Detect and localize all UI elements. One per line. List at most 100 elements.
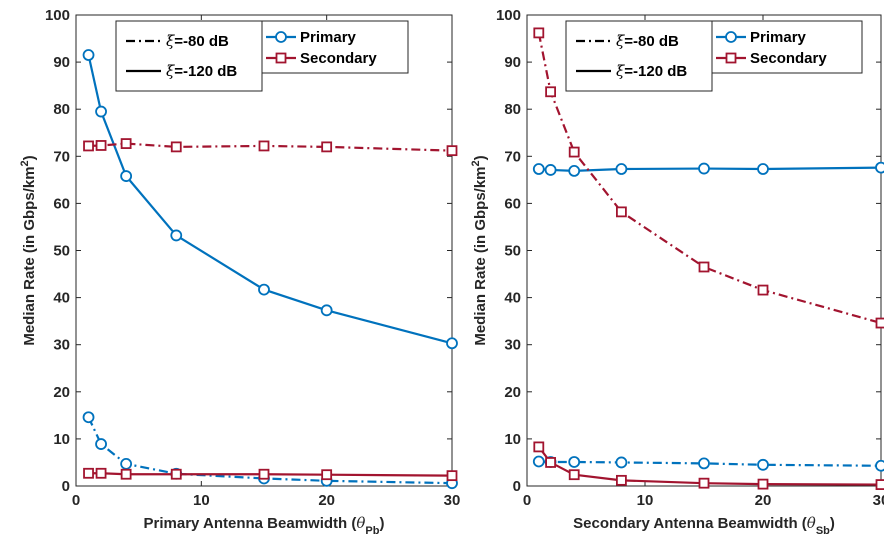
data-point-secondary <box>616 206 627 218</box>
y-axis-label-text: Median Rate (in Gbps/km <box>21 166 38 345</box>
data-point-primary <box>875 161 884 174</box>
legend-series: Primary Secondary <box>261 20 409 74</box>
data-point-secondary <box>446 470 458 482</box>
plot-area <box>75 14 453 487</box>
y-tick-label: 90 <box>53 54 70 71</box>
y-tick-label: 60 <box>504 195 521 212</box>
x-axis-label-theta: θ <box>356 514 365 532</box>
data-point-secondary <box>120 138 132 149</box>
data-point-primary <box>446 337 458 350</box>
legend-entry-text: =-80 dB <box>624 33 679 50</box>
legend-series-marker <box>725 31 737 43</box>
data-point-secondary <box>568 146 580 158</box>
y-tick-label: 30 <box>53 337 70 354</box>
data-point-primary <box>120 457 133 470</box>
x-tick-label: 10 <box>193 492 210 509</box>
right-chart-panel: 0 10 20 30 40 50 60 70 80 90 100 0 10 20 30 Secondary A… <box>470 7 884 537</box>
data-point-secondary <box>545 457 556 468</box>
legend-entry-text: =-120 dB <box>624 63 687 80</box>
data-point-secondary <box>757 284 769 296</box>
legend-entry-label: ξ=-120 dB <box>616 62 687 80</box>
legend-entry-label: ξ=-80 dB <box>616 32 679 50</box>
data-point-secondary <box>875 479 884 490</box>
data-point-primary <box>170 229 183 242</box>
legend-entry-text: =-120 dB <box>174 63 237 80</box>
data-point-primary <box>698 457 710 470</box>
legend-xi-symbol: ξ <box>616 32 625 50</box>
y-axis-label-superscript: 2 <box>470 160 482 166</box>
data-point-secondary <box>757 478 769 490</box>
y-tick-label: 20 <box>504 384 521 401</box>
data-point-secondary <box>120 468 132 480</box>
x-axis-label-theta: θ <box>807 514 816 532</box>
y-tick-label: 50 <box>504 243 521 260</box>
data-point-primary <box>82 411 95 424</box>
x-tick-label: 20 <box>318 492 335 509</box>
legend-box <box>565 20 713 92</box>
legend-box <box>115 20 263 92</box>
data-point-secondary <box>533 441 545 453</box>
data-point-secondary <box>258 468 270 480</box>
x-axis-label: Secondary Antenna Beamwidth (θSb) <box>573 514 835 537</box>
y-tick-label: 20 <box>53 384 70 401</box>
y-tick-label: 80 <box>53 101 70 118</box>
x-tick-label: 30 <box>873 492 884 509</box>
y-tick-label: 0 <box>513 478 521 495</box>
y-axis-label: Median Rate (in Gbps/km2) <box>470 155 489 345</box>
legend-entry-label: ξ=-120 dB <box>166 62 237 80</box>
legend-series-marker <box>725 52 737 64</box>
data-point-secondary <box>95 467 107 479</box>
data-point-primary <box>82 49 95 61</box>
y-tick-label: 70 <box>504 148 521 165</box>
data-point-primary <box>120 170 133 182</box>
data-point-primary <box>698 162 710 175</box>
y-tick-label: 30 <box>504 337 521 354</box>
data-point-primary <box>615 163 628 175</box>
data-point-secondary <box>83 140 94 152</box>
x-tick-label: 30 <box>444 492 461 509</box>
data-point-primary <box>568 456 581 468</box>
y-axis-label: Median Rate (in Gbps/km2) <box>19 155 38 345</box>
data-point-primary <box>95 438 107 450</box>
legend-series-marker <box>275 52 287 64</box>
data-point-secondary <box>698 477 710 489</box>
data-point-secondary <box>170 468 182 480</box>
data-point-primary <box>757 163 769 175</box>
x-tick-label: 20 <box>755 492 772 509</box>
y-tick-label: 90 <box>504 54 521 71</box>
y-tick-label: 100 <box>45 7 70 24</box>
left-chart-panel: 0 10 20 30 40 50 60 70 80 90 100 0 10 20 30 Primary Ant… <box>19 7 460 537</box>
data-point-secondary <box>321 469 333 481</box>
legend-xi-symbol: ξ <box>166 62 175 80</box>
y-tick-label: 40 <box>504 290 521 307</box>
legend-series-label: Secondary <box>750 50 827 67</box>
data-point-secondary <box>83 467 94 479</box>
data-point-primary <box>532 455 545 468</box>
y-axis-label-text: Median Rate (in Gbps/km <box>472 166 489 345</box>
data-point-secondary <box>616 474 627 486</box>
data-point-secondary <box>545 86 556 98</box>
data-point-secondary <box>533 27 545 39</box>
x-axis-label-text: Secondary Antenna Beamwidth ( <box>573 515 807 532</box>
legend-series-label: Primary <box>750 29 807 46</box>
data-point-primary <box>615 456 628 469</box>
y-tick-label: 60 <box>53 195 70 212</box>
y-axis-label-superscript: 2 <box>19 160 31 166</box>
x-axis-label-text: Primary Antenna Beamwidth ( <box>144 515 357 532</box>
y-tick-label: 80 <box>504 101 521 118</box>
x-axis-label-subscript: Pb <box>365 525 379 537</box>
data-point-primary <box>875 459 884 472</box>
legend-series-label: Primary <box>300 29 357 46</box>
data-point-primary <box>320 304 333 317</box>
x-axis-label: Primary Antenna Beamwidth (θPb) <box>144 514 385 537</box>
y-axis-label-close: ) <box>472 155 489 160</box>
data-point-secondary <box>568 469 580 481</box>
y-tick-label: 100 <box>496 7 521 24</box>
data-point-secondary <box>875 317 884 329</box>
x-axis-label-subscript: Sb <box>816 525 830 537</box>
x-tick-label: 0 <box>523 492 531 509</box>
y-tick-label: 10 <box>504 431 521 448</box>
y-tick-label: 0 <box>62 478 70 495</box>
data-point-primary <box>532 163 545 175</box>
